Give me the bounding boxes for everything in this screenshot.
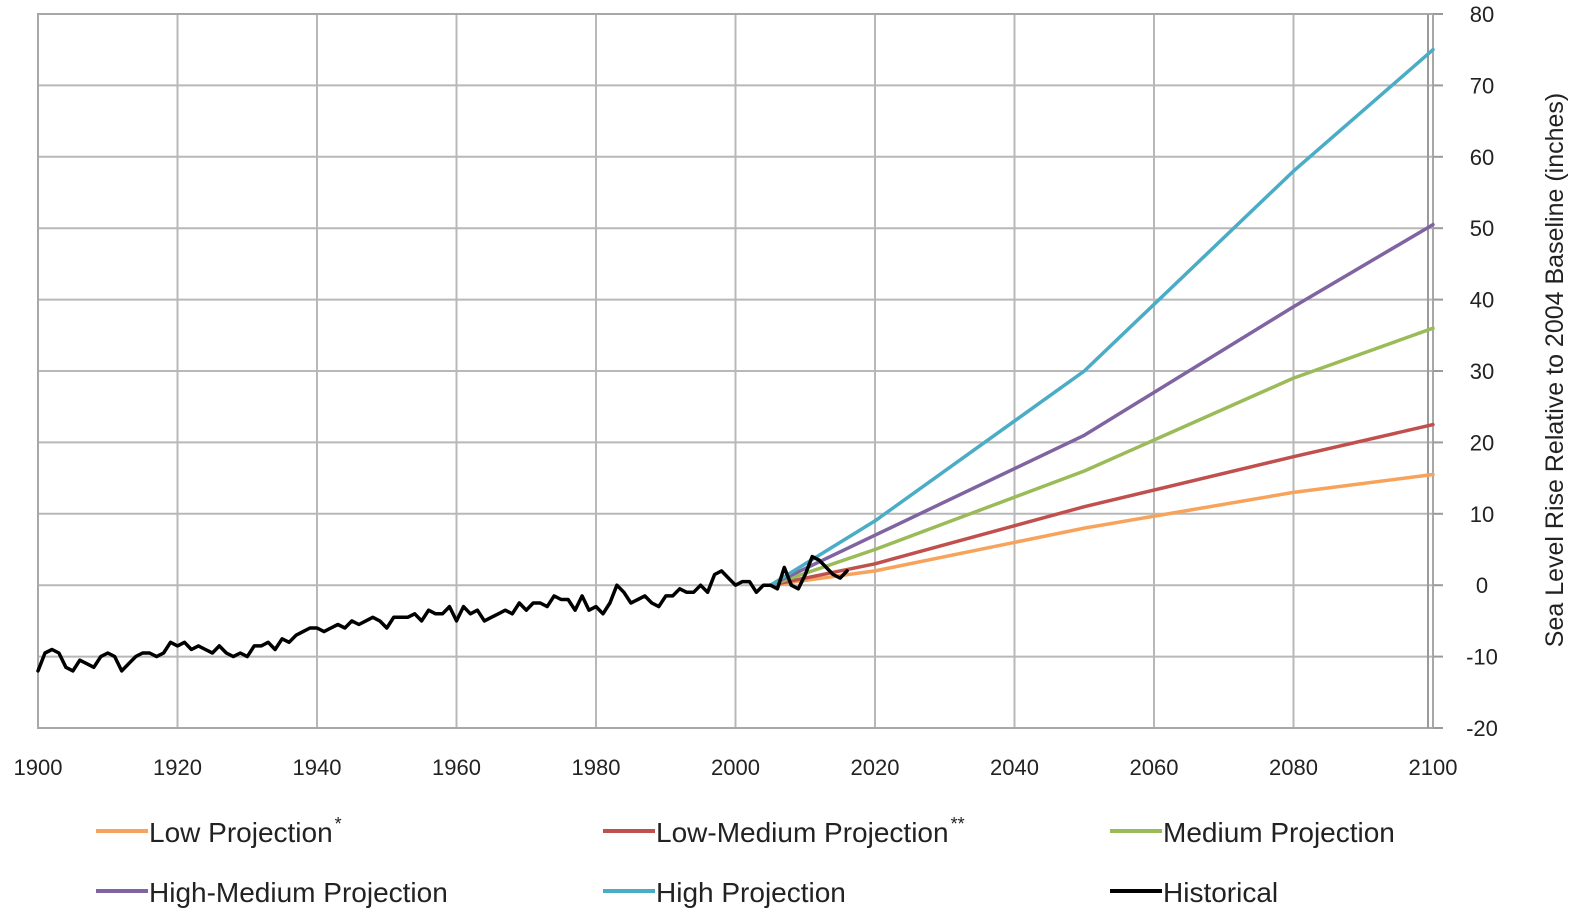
legend-label-medium-projection: Medium Projection [1163, 817, 1395, 848]
x-tick-label-2100: 2100 [1409, 755, 1458, 780]
legend-item-historical: Historical [1110, 877, 1278, 908]
series-line-medium-projection [768, 326, 1435, 587]
grid [37, 13, 1434, 729]
y-tick-label-20: 20 [1470, 430, 1494, 455]
series-line-high-medium-projection [768, 222, 1435, 587]
series-lines [36, 47, 1435, 673]
y-tick-label-50: 50 [1470, 216, 1494, 241]
x-tick-label-2060: 2060 [1130, 755, 1179, 780]
y-tick-label--20: -20 [1466, 716, 1498, 741]
legend-item-low-medium-projection: Low-Medium Projection ** [603, 814, 965, 848]
x-tick-label-2020: 2020 [851, 755, 900, 780]
x-tick-label-1940: 1940 [293, 755, 342, 780]
y-tick-label-10: 10 [1470, 502, 1494, 527]
x-tick-label-2080: 2080 [1269, 755, 1318, 780]
y-tick-label-70: 70 [1470, 73, 1494, 98]
y-tick-label-30: 30 [1470, 359, 1494, 384]
legend-label-high-projection: High Projection [656, 877, 846, 908]
y-tick-label-40: 40 [1470, 288, 1494, 313]
legend-item-low-projection: Low Projection * [96, 814, 342, 848]
legend-label-low-projection: Low Projection * [149, 814, 342, 848]
x-tick-label-1960: 1960 [432, 755, 481, 780]
y-tick-label-0: 0 [1476, 573, 1488, 598]
x-tick-label-2040: 2040 [990, 755, 1039, 780]
legend-item-medium-projection: Medium Projection [1110, 817, 1395, 848]
legend-label-low-medium-projection: Low-Medium Projection ** [656, 814, 965, 848]
legend-marker-low-medium-projection: ** [951, 814, 965, 834]
x-tick-label-2000: 2000 [711, 755, 760, 780]
legend-label-historical: Historical [1163, 877, 1278, 908]
y-tick-label-60: 60 [1470, 145, 1494, 170]
y-axis-title: Sea Level Rise Relative to 2004 Baseline… [1541, 93, 1569, 647]
x-tick-label-1900: 1900 [14, 755, 63, 780]
x-tick-label-1920: 1920 [153, 755, 202, 780]
y-tick-label-80: 80 [1470, 2, 1494, 27]
series-line-low-medium-projection [768, 422, 1435, 587]
y-axis-ticks: -20 -10 0 10 20 30 40 50 60 70 80 [1433, 2, 1498, 741]
legend-label-high-medium-projection: High-Medium Projection [149, 877, 448, 908]
x-tick-label-1980: 1980 [572, 755, 621, 780]
x-axis-ticks: 1900 1920 1940 1960 1980 2000 2020 2040 2060 2080… [14, 755, 1458, 780]
legend-marker-low-projection: * [335, 814, 342, 834]
series-line-high-projection [768, 47, 1435, 587]
series-line-historical [36, 554, 849, 673]
y-tick-label--10: -10 [1466, 645, 1498, 670]
series-line-low-projection [768, 472, 1435, 587]
legend-item-high-projection: High Projection [603, 877, 846, 908]
legend-item-high-medium-projection: High-Medium Projection [96, 877, 448, 908]
legend: Low Projection * Low-Medium Projection ** Me… [96, 814, 1395, 908]
